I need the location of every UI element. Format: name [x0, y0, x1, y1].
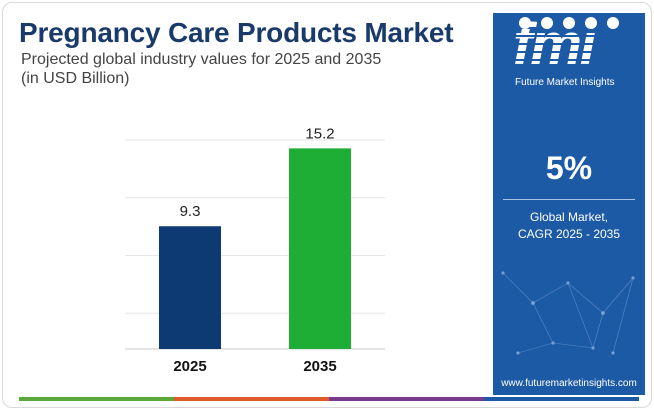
logo-icon-3 [563, 17, 575, 29]
stripe-purple [329, 397, 484, 401]
x-tick-2035: 2035 [303, 358, 336, 375]
divider [503, 199, 635, 200]
bar-chart: 9.3 2025 15.2 2035 [125, 125, 385, 375]
network-decoration-icon [501, 271, 635, 355]
infographic-card: Pregnancy Care Products Market Projected… [2, 2, 652, 408]
x-tick-2025: 2025 [173, 358, 206, 375]
stats-sidebar: fmi Future Market Insights 5% Global Mar… [493, 13, 645, 395]
website-url: www.futuremarketinsights.com [501, 378, 637, 389]
stripe-green [19, 397, 174, 401]
subtitle-line-1: Projected global industry values for 202… [21, 51, 382, 68]
chart-subtitle: Projected global industry values for 202… [21, 50, 381, 88]
stripe-orange [174, 397, 329, 401]
subtitle-line-2: (in USD Billion) [21, 70, 130, 87]
cagr-label-line-1: Global Market, [529, 210, 609, 224]
cagr-value: 5% [545, 150, 593, 186]
logo-subtitle: Future Market Insights [515, 77, 615, 88]
page-title: Pregnancy Care Products Market [19, 17, 454, 48]
logo-icon-5 [607, 17, 619, 29]
logo-icon-2 [541, 17, 553, 29]
bar-2025 [159, 226, 221, 349]
logo-stripes [509, 21, 613, 73]
bar-2035 [289, 148, 351, 349]
bottom-stripe [19, 397, 639, 401]
cagr-label-line-2: CAGR 2025 - 2035 [517, 227, 621, 241]
logo-icon-1 [519, 17, 531, 29]
data-label-2035: 15.2 [305, 125, 334, 142]
logo-icon-4 [585, 17, 597, 29]
data-label-2025: 9.3 [180, 203, 201, 220]
cagr-label: Global Market, CAGR 2025 - 2035 [493, 209, 645, 243]
stripe-blue [484, 397, 639, 401]
logo-icons [519, 17, 619, 29]
